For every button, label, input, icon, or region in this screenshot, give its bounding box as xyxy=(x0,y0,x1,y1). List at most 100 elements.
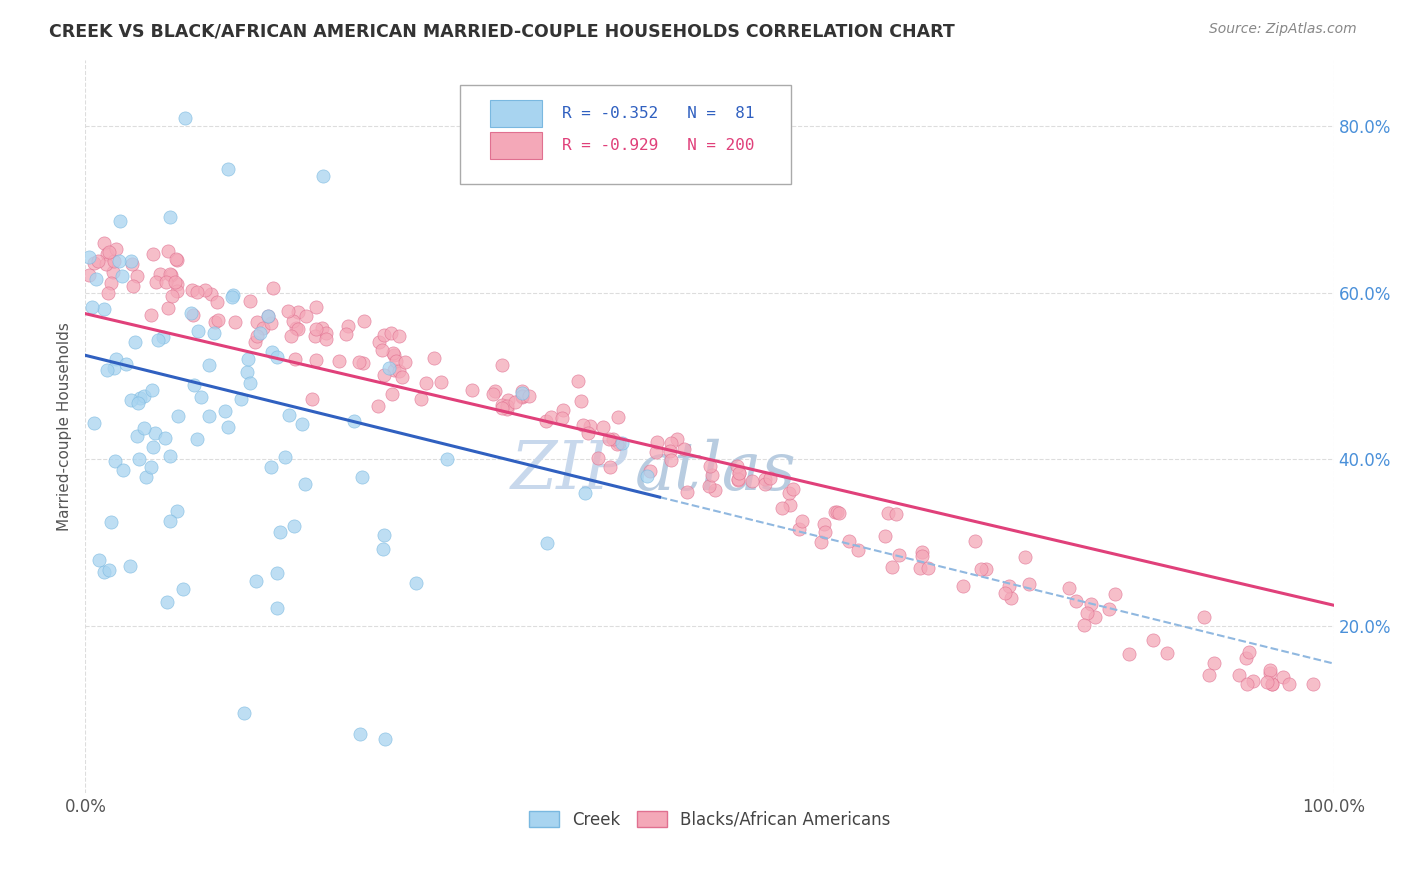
Point xyxy=(405,575,427,590)
Point xyxy=(266,566,288,580)
Point xyxy=(1236,677,1258,691)
Point xyxy=(246,329,269,343)
Point xyxy=(233,706,256,720)
Point xyxy=(280,329,302,343)
Point xyxy=(93,302,115,317)
Point xyxy=(534,414,557,428)
Point xyxy=(754,472,776,486)
Point xyxy=(159,449,181,463)
Point xyxy=(496,402,519,417)
Point xyxy=(159,268,181,283)
Point xyxy=(1241,673,1264,688)
FancyBboxPatch shape xyxy=(489,100,543,127)
Point xyxy=(118,559,141,574)
Point xyxy=(382,363,405,377)
Point xyxy=(166,277,188,292)
Point xyxy=(606,436,628,450)
Point xyxy=(172,582,194,596)
Point xyxy=(165,276,187,290)
Point xyxy=(873,529,896,543)
Point xyxy=(911,549,934,563)
Point xyxy=(128,451,150,466)
Point xyxy=(149,267,172,281)
Point xyxy=(343,413,366,427)
Point xyxy=(186,432,208,446)
Point xyxy=(602,433,624,447)
Point xyxy=(114,357,136,371)
Point xyxy=(702,467,724,482)
Point xyxy=(96,246,118,260)
Point xyxy=(1064,594,1087,608)
Point xyxy=(665,432,688,446)
Point xyxy=(567,374,589,388)
Point xyxy=(256,309,278,323)
Point xyxy=(673,442,696,457)
Point xyxy=(779,499,801,513)
Point xyxy=(134,421,156,435)
Point xyxy=(245,335,267,350)
Point xyxy=(388,329,411,343)
Point xyxy=(373,541,395,556)
Y-axis label: Married-couple Households: Married-couple Households xyxy=(58,322,72,531)
Point xyxy=(551,411,574,425)
Point xyxy=(239,294,262,309)
Point xyxy=(160,289,183,303)
Point xyxy=(236,352,259,367)
Point xyxy=(257,310,280,324)
Point xyxy=(510,389,533,403)
Point xyxy=(540,409,562,424)
Point xyxy=(385,353,408,368)
Text: CREEK VS BLACK/AFRICAN AMERICAN MARRIED-COUPLE HOUSEHOLDS CORRELATION CHART: CREEK VS BLACK/AFRICAN AMERICAN MARRIED-… xyxy=(49,22,955,40)
Point xyxy=(349,727,371,741)
Point xyxy=(277,304,299,318)
Point xyxy=(877,507,900,521)
Point xyxy=(142,440,165,454)
Point xyxy=(153,431,176,445)
Point xyxy=(496,399,519,413)
Point xyxy=(1202,656,1225,670)
Point xyxy=(787,522,810,536)
Text: R = -0.929   N = 200: R = -0.929 N = 200 xyxy=(562,138,755,153)
Point xyxy=(141,308,163,322)
Point xyxy=(367,399,389,413)
Point xyxy=(98,563,121,577)
Point xyxy=(727,473,749,487)
Point xyxy=(287,305,309,319)
Point xyxy=(1057,581,1080,595)
Point xyxy=(352,470,374,484)
Point xyxy=(536,535,558,549)
Point xyxy=(127,396,149,410)
Point xyxy=(609,436,631,450)
Point xyxy=(315,332,337,346)
Point xyxy=(484,384,506,398)
Point xyxy=(305,322,328,336)
Point xyxy=(104,454,127,468)
Point xyxy=(998,579,1021,593)
Point xyxy=(846,543,869,558)
Point xyxy=(828,506,851,520)
Point xyxy=(391,370,413,384)
Point xyxy=(994,586,1017,600)
Point xyxy=(194,284,217,298)
Point xyxy=(838,533,860,548)
Point xyxy=(132,389,155,403)
Point xyxy=(394,355,416,369)
Point xyxy=(166,284,188,298)
Point xyxy=(304,328,326,343)
Point xyxy=(246,315,269,329)
Point xyxy=(588,451,610,466)
Point xyxy=(159,267,181,281)
Point xyxy=(120,254,142,268)
Point xyxy=(135,470,157,484)
Point xyxy=(1258,663,1281,677)
Point xyxy=(283,314,305,328)
Point xyxy=(301,392,323,406)
Point xyxy=(93,235,115,250)
Point xyxy=(266,350,288,364)
Point xyxy=(676,485,699,500)
Point xyxy=(1258,665,1281,680)
Point xyxy=(598,432,620,446)
Point xyxy=(266,601,288,615)
Point xyxy=(388,364,411,378)
Point xyxy=(496,392,519,407)
